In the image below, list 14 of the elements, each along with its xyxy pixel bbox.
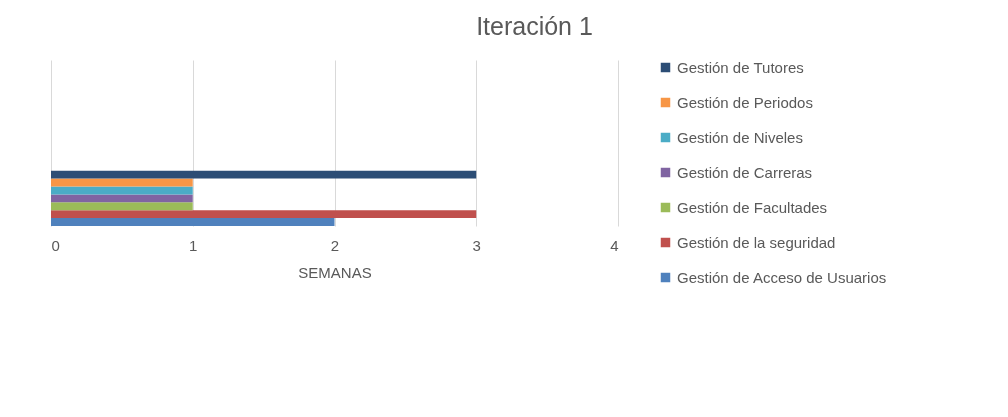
chart-title: Iteración 1: [476, 12, 593, 40]
legend-label: Gestión de la seguridad: [677, 233, 836, 251]
x-tick-label: 0: [51, 236, 60, 254]
legend-label: Gestión de Facultades: [677, 198, 828, 216]
x-tick-label: 3: [472, 236, 481, 254]
x-tick-label: 2: [330, 236, 340, 254]
x-tick-label: 1: [189, 236, 198, 254]
x-axis-title: SEMANAS: [298, 263, 372, 281]
legend-label: Gestión de Periodos: [677, 93, 813, 111]
legend-label: Gestión de Carreras: [677, 163, 813, 181]
legend-label: Gestión de Acceso de Usuarios: [677, 268, 887, 286]
legend-label: Gestión de Tutores: [677, 58, 804, 76]
legend-label: Gestión de Niveles: [677, 128, 803, 146]
x-tick-label: 4: [610, 236, 619, 254]
